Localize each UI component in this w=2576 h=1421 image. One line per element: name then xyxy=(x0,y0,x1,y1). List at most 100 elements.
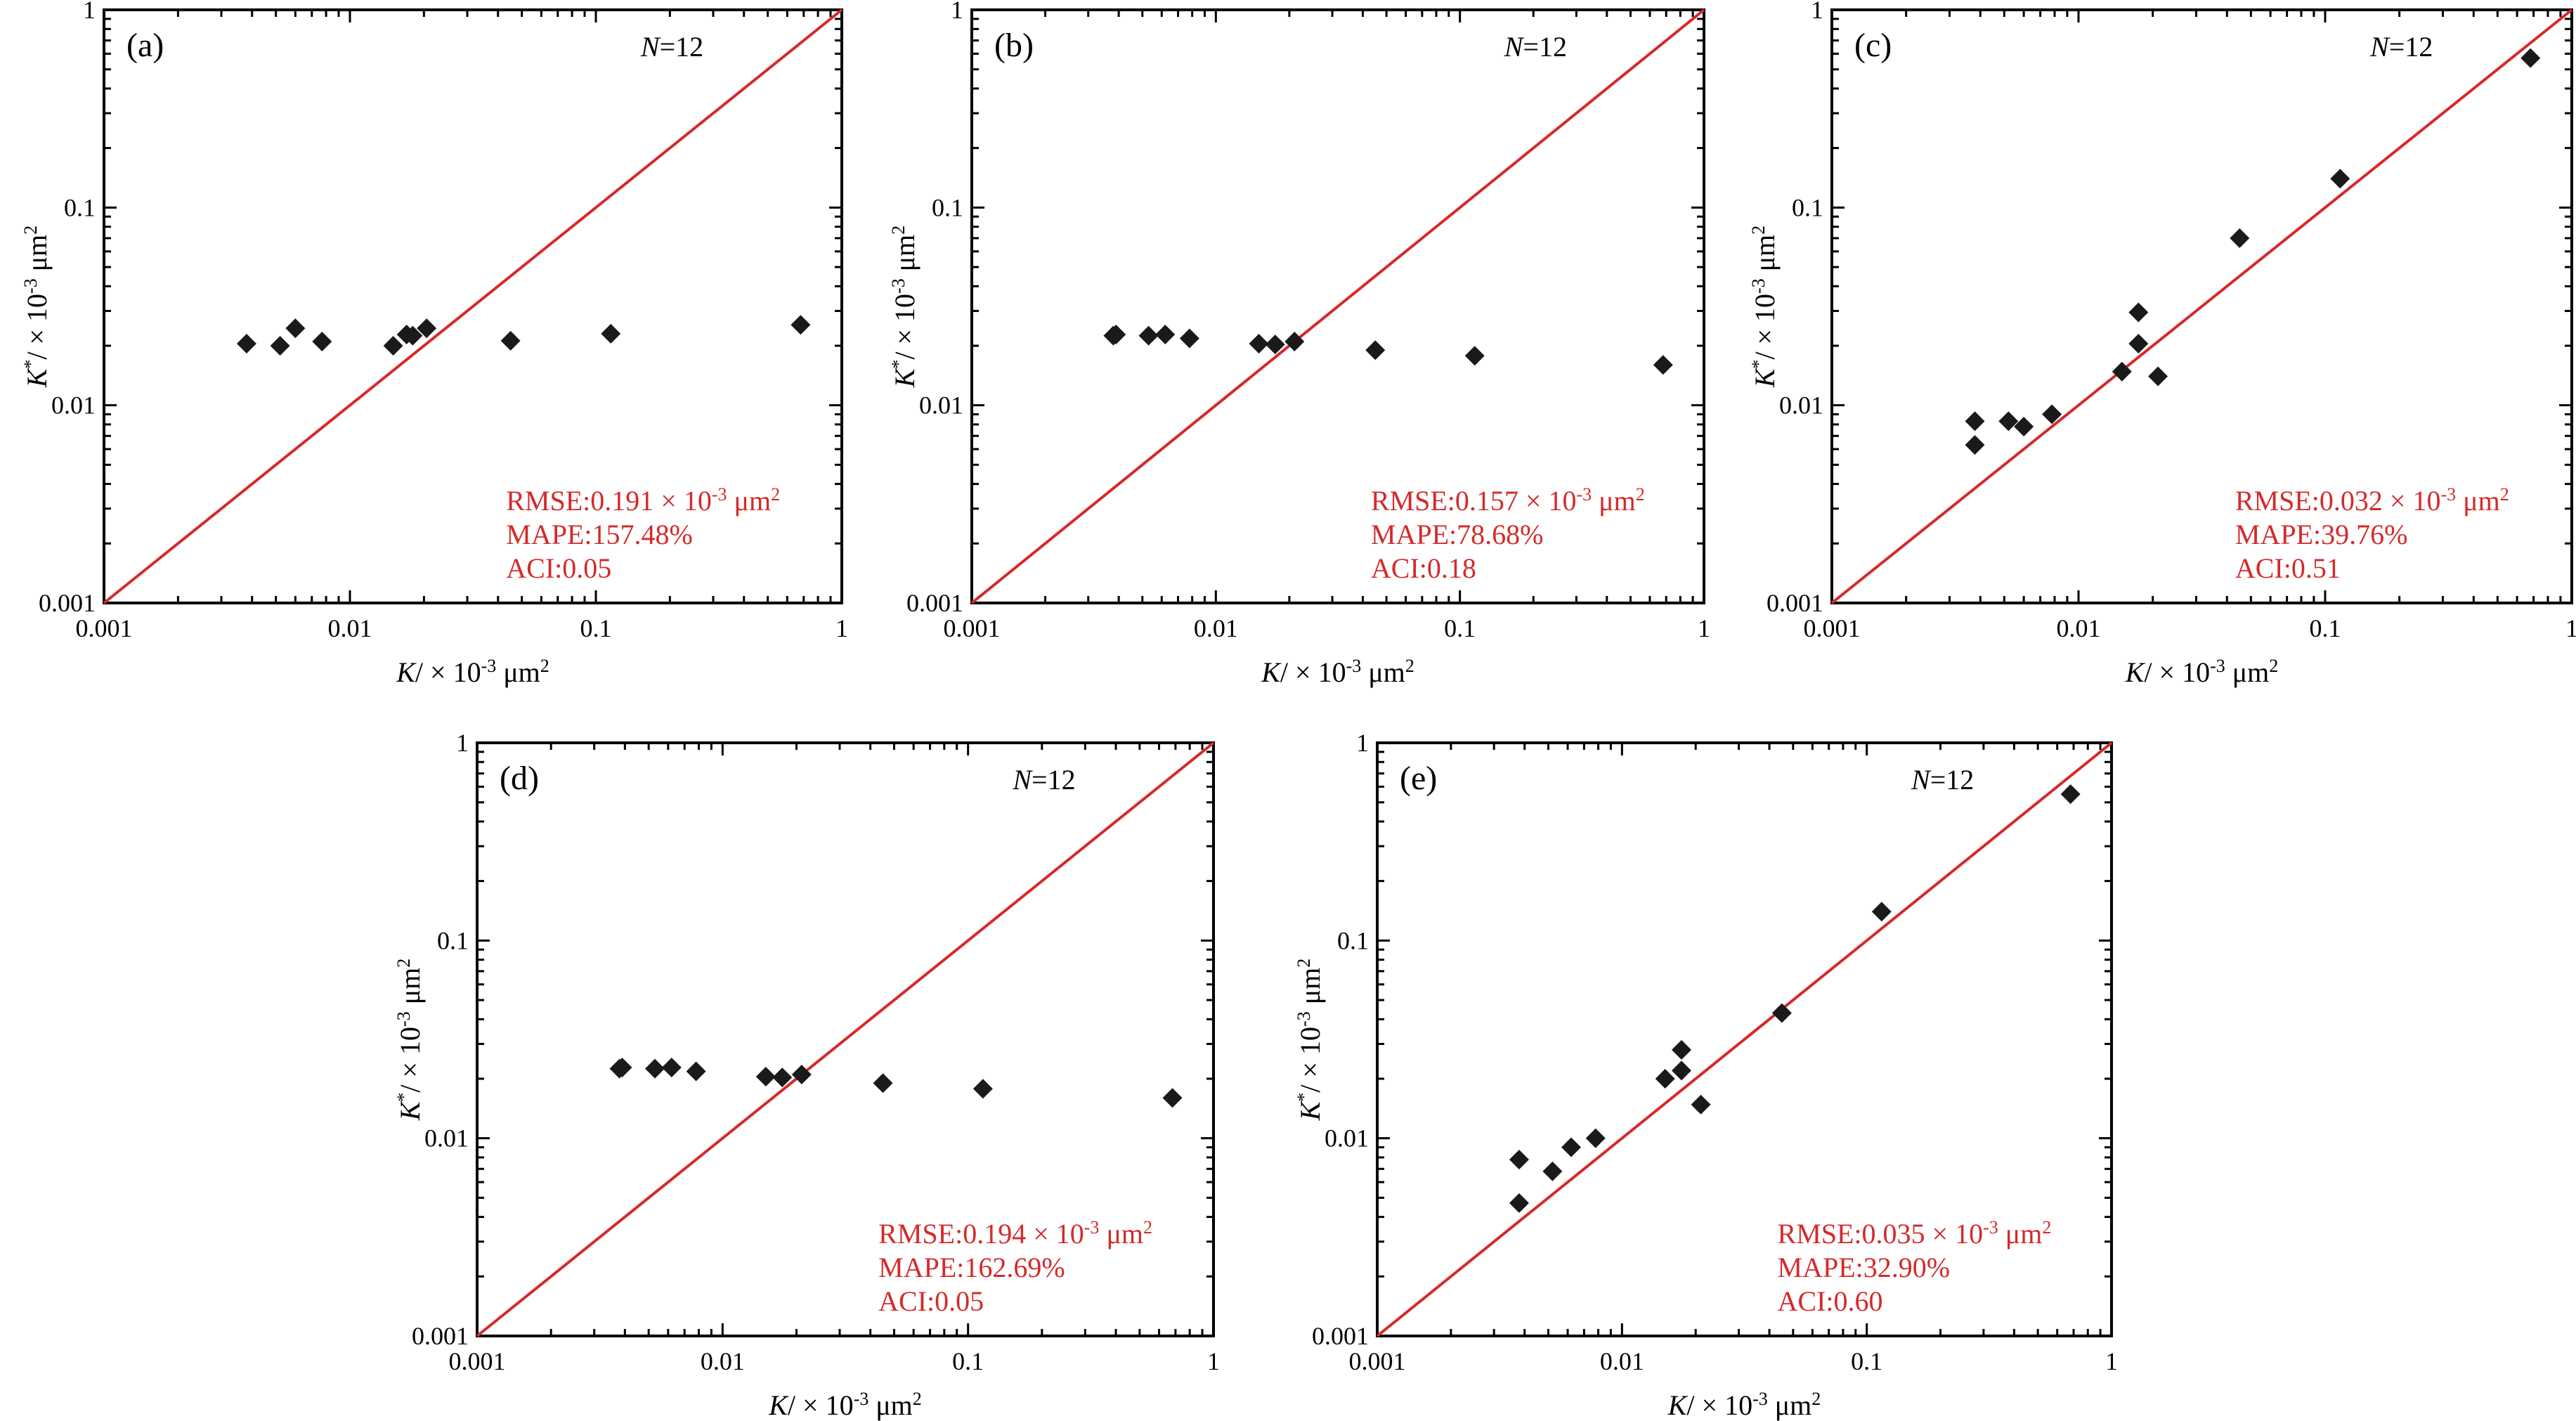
sample-count-label: N=12 xyxy=(640,31,703,63)
data-point xyxy=(1509,1150,1529,1170)
x-tick-label: 0.1 xyxy=(2310,614,2341,642)
sample-count-label: N=12 xyxy=(1504,31,1567,63)
x-axis-label: K/ × 10-3 μm2 xyxy=(1667,1389,1821,1421)
data-point xyxy=(2520,48,2541,68)
x-axis-label: K/ × 10-3 μm2 xyxy=(1261,656,1414,689)
y-tick-label: 0.1 xyxy=(64,193,96,221)
y-tick-label: 1 xyxy=(83,0,96,24)
x-tick-label: 1 xyxy=(1698,614,1710,642)
y-tick-label: 0.001 xyxy=(906,589,963,617)
data-point xyxy=(873,1073,893,1094)
x-tick-label: 0.01 xyxy=(1600,1347,1644,1375)
y-tick-label: 0.001 xyxy=(1312,1322,1369,1350)
stat-line: RMSE:0.191 × 10-3 μm2 xyxy=(506,484,780,517)
y-axis-label: K*/ × 10-3 μm2 xyxy=(20,226,53,389)
panel-label: (d) xyxy=(500,760,539,797)
data-point xyxy=(1965,435,1985,455)
stat-line: MAPE:162.69% xyxy=(878,1252,1065,1283)
x-tick-label: 0.1 xyxy=(952,1347,984,1375)
y-axis-label: K*/ × 10-3 μm2 xyxy=(1748,226,1781,389)
data-point xyxy=(1585,1128,1606,1148)
y-tick-label: 1 xyxy=(951,0,963,24)
data-point xyxy=(1249,333,1269,353)
x-axis-label: K/ × 10-3 μm2 xyxy=(396,656,549,689)
data-point xyxy=(2060,784,2081,805)
stat-line: RMSE:0.157 × 10-3 μm2 xyxy=(1371,484,1645,517)
stat-line: MAPE:32.90% xyxy=(1778,1252,1951,1283)
panel-label: (c) xyxy=(1854,27,1892,64)
x-tick-label: 1 xyxy=(835,614,848,642)
stat-line: RMSE:0.032 × 10-3 μm2 xyxy=(2235,484,2509,517)
plot-frame xyxy=(476,741,1215,1337)
x-tick-label: 0.1 xyxy=(580,614,612,642)
data-point xyxy=(285,318,306,339)
y-tick-label: 1 xyxy=(456,729,469,757)
data-point xyxy=(403,325,423,346)
data-point xyxy=(791,315,811,335)
y-tick-label: 0.01 xyxy=(51,391,96,420)
data-point xyxy=(1871,902,1892,922)
data-point xyxy=(645,1058,665,1079)
data-point xyxy=(417,318,437,339)
identity-line xyxy=(970,8,1705,604)
data-point xyxy=(1162,1088,1183,1108)
y-tick-label: 0.001 xyxy=(1767,589,1823,617)
y-tick-label: 1 xyxy=(1811,0,1823,24)
y-tick-label: 0.001 xyxy=(412,1322,469,1350)
data-point xyxy=(1671,1039,1691,1060)
x-tick-label: 0.01 xyxy=(1194,614,1238,642)
plot-frame xyxy=(970,8,1705,604)
data-point xyxy=(772,1068,793,1088)
y-tick-label: 0.1 xyxy=(437,926,469,954)
x-tick-label: 0.001 xyxy=(1804,614,1861,642)
y-tick-label: 0.1 xyxy=(1337,926,1369,954)
data-point xyxy=(2128,302,2149,323)
data-point xyxy=(2128,333,2149,353)
data-point xyxy=(1998,411,2019,432)
x-tick-label: 0.1 xyxy=(1851,1347,1882,1375)
data-point xyxy=(1771,1003,1792,1023)
plot-frame xyxy=(1376,741,2113,1337)
x-tick-label: 0.001 xyxy=(449,1347,506,1375)
data-point xyxy=(1138,325,1159,346)
data-point xyxy=(1464,346,1485,366)
x-axis-label: K/ × 10-3 μm2 xyxy=(2125,656,2279,689)
data-point xyxy=(1561,1137,1582,1157)
stat-line: ACI:0.18 xyxy=(1371,552,1476,584)
y-axis-label: K*/ × 10-3 μm2 xyxy=(888,226,921,389)
identity-line xyxy=(1830,8,2573,604)
panel-label: (a) xyxy=(126,27,164,64)
stat-line: ACI:0.51 xyxy=(2235,552,2341,584)
y-axis-label: K*/ × 10-3 μm2 xyxy=(393,959,427,1122)
x-axis-label: K/ × 10-3 μm2 xyxy=(768,1389,922,1421)
panel-label: (b) xyxy=(994,27,1034,64)
data-point xyxy=(612,1057,632,1077)
data-point xyxy=(2042,404,2062,424)
y-tick-label: 0.001 xyxy=(39,589,96,617)
data-point xyxy=(1965,411,1985,432)
sample-count-label: N=12 xyxy=(1911,764,1974,796)
data-point xyxy=(601,323,621,344)
x-tick-label: 0.01 xyxy=(2057,614,2101,642)
y-tick-label: 0.01 xyxy=(1325,1124,1369,1153)
data-point xyxy=(2230,228,2250,248)
data-point xyxy=(1284,332,1305,352)
data-point xyxy=(1691,1094,1711,1115)
data-point xyxy=(270,335,290,356)
sample-count-label: N=12 xyxy=(1012,764,1075,796)
data-point xyxy=(661,1057,682,1077)
data-point xyxy=(755,1066,776,1086)
panel-label: (e) xyxy=(1400,760,1437,797)
x-tick-label: 0.001 xyxy=(1349,1347,1406,1375)
data-point xyxy=(2330,169,2350,189)
data-point xyxy=(1155,324,1176,344)
x-tick-label: 1 xyxy=(2105,1347,2118,1375)
plot-frame xyxy=(103,8,843,604)
identity-line xyxy=(103,8,843,604)
data-point xyxy=(1179,328,1199,349)
